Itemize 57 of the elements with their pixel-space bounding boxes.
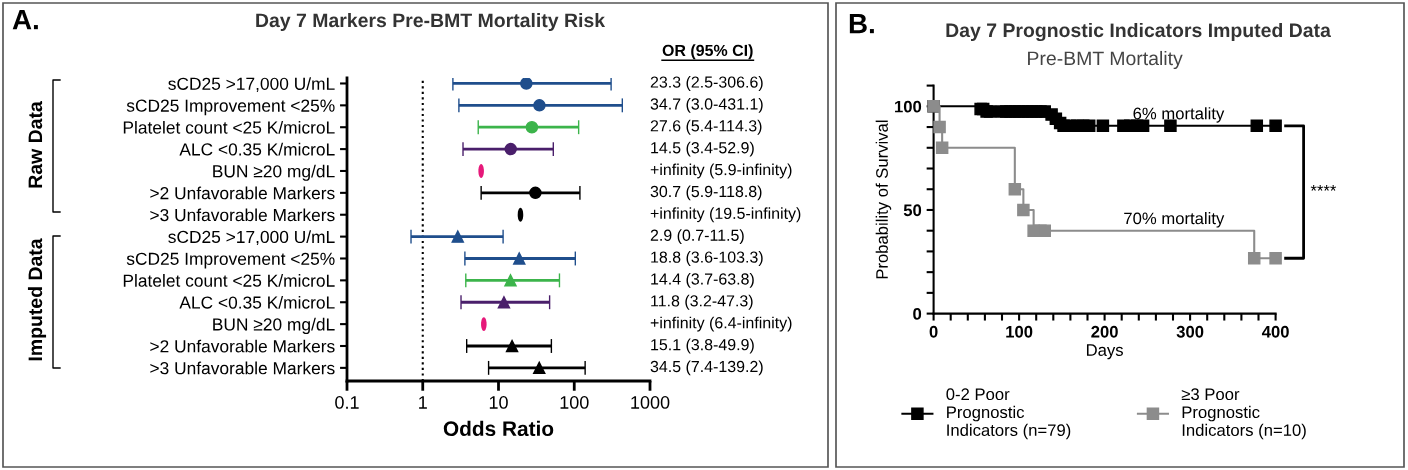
text: 34.7 (3.0-431.1) xyxy=(650,97,763,113)
annotation: 70% mortality xyxy=(1124,212,1225,228)
x-tick-label: 300 xyxy=(1176,325,1204,338)
y-tick-label: ALC <0.35 K/microL xyxy=(179,295,335,309)
x-tick-label: 100 xyxy=(560,396,589,409)
text: Imputed Data xyxy=(27,238,47,361)
x-tick-label: 1000 xyxy=(631,396,670,409)
text: **** xyxy=(1310,184,1337,191)
chart-title: Day 7 Markers Pre-BMT Mortality Risk xyxy=(256,12,606,32)
text: OR (95% CI) xyxy=(662,44,753,60)
text: 14.5 (3.4-52.9) xyxy=(651,141,754,157)
y-tick-label: >2 Unfavorable Markers xyxy=(150,186,335,200)
y-tick-label: sCD25 >17,000 U/mL xyxy=(168,230,335,246)
y-tick-label: >2 Unfavorable Markers xyxy=(150,339,335,353)
text: +infinity (19.5-infinity) xyxy=(650,207,801,223)
text: Raw Data xyxy=(28,101,43,188)
x-tick-label: 0 xyxy=(929,325,938,338)
annotation: 6% mortality xyxy=(1133,107,1225,123)
chart-title: Day 7 Prognostic Indicators Imputed Data xyxy=(946,22,1331,42)
x-tick-label: 100 xyxy=(1006,325,1033,338)
text: 15.1 (3.8-49.9) xyxy=(651,338,754,354)
x-tick-label: 1 xyxy=(419,396,427,409)
text: +infinity (5.9-infinity) xyxy=(650,163,792,179)
y-tick-label: >3 Unfavorable Markers xyxy=(150,361,335,375)
x-tick-label: 200 xyxy=(1091,325,1118,338)
y-tick-label: Platelet count <25 K/microL xyxy=(123,274,335,287)
y-tick-label: ALC <0.35 K/microL xyxy=(179,142,335,156)
text: A. xyxy=(12,10,38,30)
y-axis-title: Probability of Survival xyxy=(875,120,892,279)
text: B. xyxy=(849,14,874,34)
legend-label: ≥3 Poor Prognostic Indicators (n=10) xyxy=(1181,388,1306,440)
y-tick-label: >3 Unfavorable Markers xyxy=(150,208,335,222)
legend-label: 0-2 Poor Prognostic Indicators (n=79) xyxy=(946,388,1071,440)
chart-subtitle: Pre-BMT Mortality xyxy=(1028,50,1183,70)
y-tick-label: Platelet count <25 K/microL xyxy=(123,120,335,134)
y-tick-label: BUN ≥20 mg/dL xyxy=(213,317,335,335)
text: +infinity (6.4-infinity) xyxy=(650,316,792,332)
x-tick-label: 10 xyxy=(489,396,508,409)
y-tick-label: sCD25 Improvement <25% xyxy=(126,252,335,269)
y-tick-label: 50 xyxy=(903,204,922,217)
y-tick-label: sCD25 >17,000 U/mL xyxy=(168,77,335,92)
text: 27.6 (5.4-114.3) xyxy=(650,119,762,135)
text: 2.9 (0.7-11.5) xyxy=(650,229,744,245)
y-tick-label: BUN ≥20 mg/dL xyxy=(213,164,335,181)
x-tick-label: 0.1 xyxy=(335,396,359,409)
y-tick-label: 100 xyxy=(895,100,922,113)
x-axis-title: Days xyxy=(1086,344,1123,360)
y-tick-label: 0 xyxy=(913,308,922,320)
text: 18.8 (3.6-103.3) xyxy=(651,251,763,266)
text: 14.4 (3.7-63.8) xyxy=(651,272,754,288)
y-tick-label: sCD25 Improvement <25% xyxy=(126,99,335,116)
text: 34.5 (7.4-139.2) xyxy=(650,360,763,376)
text: 30.7 (5.9-118.8) xyxy=(650,185,762,201)
text: 11.8 (3.2-47.3) xyxy=(651,294,753,310)
x-tick-label: 400 xyxy=(1261,325,1289,338)
x-axis-title: Odds Ratio xyxy=(443,420,554,437)
text: 23.3 (2.5-306.6) xyxy=(650,76,763,91)
